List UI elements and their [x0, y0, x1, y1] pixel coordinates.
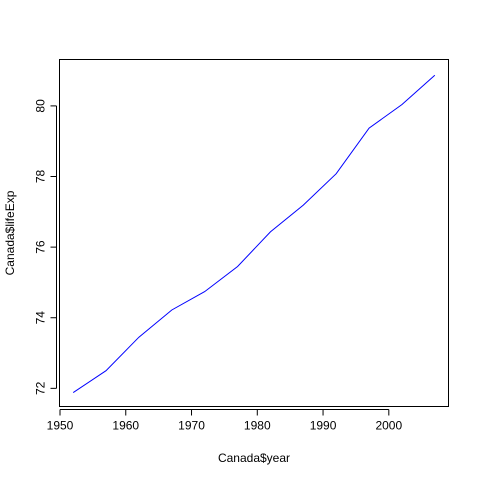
x-axis-label: Canada$year: [218, 451, 290, 465]
y-tick-label: 72: [34, 381, 48, 395]
x-tick-label: 1960: [112, 419, 139, 433]
plot-box: [59, 59, 449, 407]
y-axis-label: Canada$lifeExp: [3, 190, 17, 275]
x-tick-label: 1990: [310, 419, 337, 433]
y-axis: 72 74 76 78 80: [34, 99, 57, 395]
x-tick-label: 1970: [178, 419, 205, 433]
x-tick-label: 1950: [47, 419, 74, 433]
x-axis: 1950 1960 1970 1980 1990 2000: [47, 409, 402, 433]
series-line: [72, 74, 436, 394]
y-tick-label: 74: [34, 311, 48, 325]
y-tick-label: 78: [34, 170, 48, 184]
series-layer: [72, 74, 436, 394]
y-tick-label: 80: [34, 99, 48, 113]
y-tick-label: 76: [34, 240, 48, 254]
x-tick-label: 2000: [375, 419, 402, 433]
x-tick-label: 1980: [244, 419, 271, 433]
